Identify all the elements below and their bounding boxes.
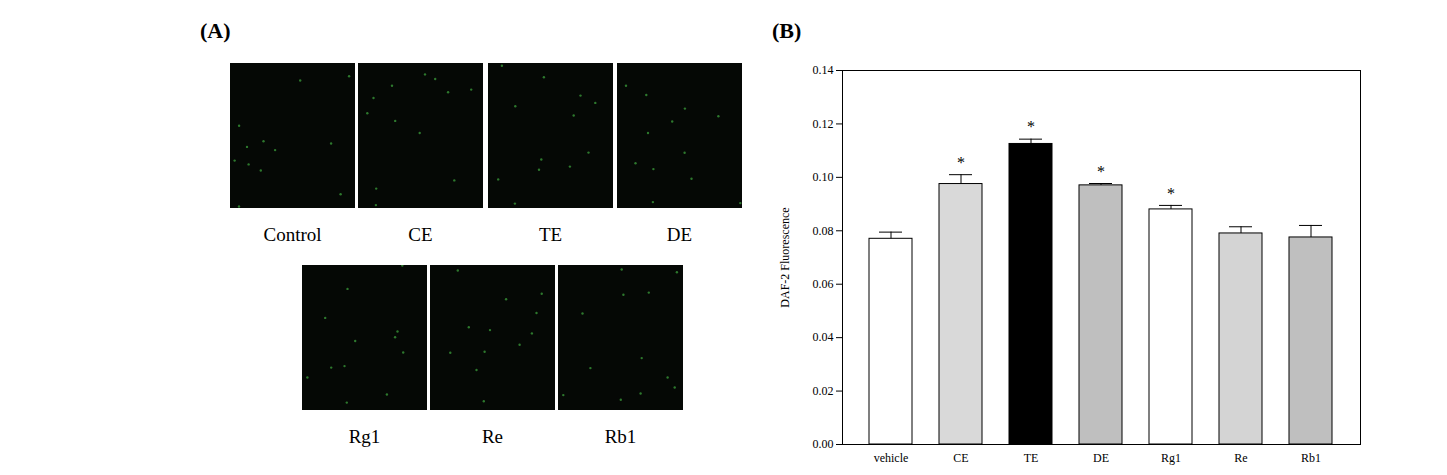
svg-text:vehicle: vehicle <box>874 451 909 465</box>
html-text:Rb1: Rb1 <box>604 426 637 447</box>
html-text:(B): (B) <box>772 18 802 43</box>
html-text:DE: DE <box>666 224 693 245</box>
svg-text:*: * <box>1097 163 1105 180</box>
svg-text:CE: CE <box>953 451 968 465</box>
svg-text:0.14: 0.14 <box>813 63 834 77</box>
svg-text:TE: TE <box>1024 451 1039 465</box>
svg-text:DAF-2 Fluorescence: DAF-2 Fluorescence <box>778 207 792 307</box>
html-text:TE: TE <box>538 224 563 245</box>
svg-text:*: * <box>957 154 965 171</box>
svg-text:0.00: 0.00 <box>813 437 834 451</box>
svg-text:*: * <box>1167 185 1175 202</box>
svg-text:Re: Re <box>1234 451 1247 465</box>
svg-text:*: * <box>1027 118 1035 135</box>
svg-text:DE: DE <box>1093 451 1109 465</box>
html-text:(A): (A) <box>200 18 231 43</box>
svg-text:0.12: 0.12 <box>813 117 834 131</box>
html-text:Control: Control <box>263 224 322 245</box>
svg-text:0.02: 0.02 <box>813 384 834 398</box>
html-text:Rg1: Rg1 <box>348 426 381 447</box>
svg-text:0.08: 0.08 <box>813 224 834 238</box>
html-text:CE: CE <box>408 224 433 245</box>
svg-text:Rg1: Rg1 <box>1161 451 1181 465</box>
svg-text:0.04: 0.04 <box>813 330 834 344</box>
svg-text:0.10: 0.10 <box>813 170 834 184</box>
html-text:Re: Re <box>481 426 503 447</box>
svg-text:0.06: 0.06 <box>813 277 834 291</box>
svg-text:Rb1: Rb1 <box>1301 451 1321 465</box>
